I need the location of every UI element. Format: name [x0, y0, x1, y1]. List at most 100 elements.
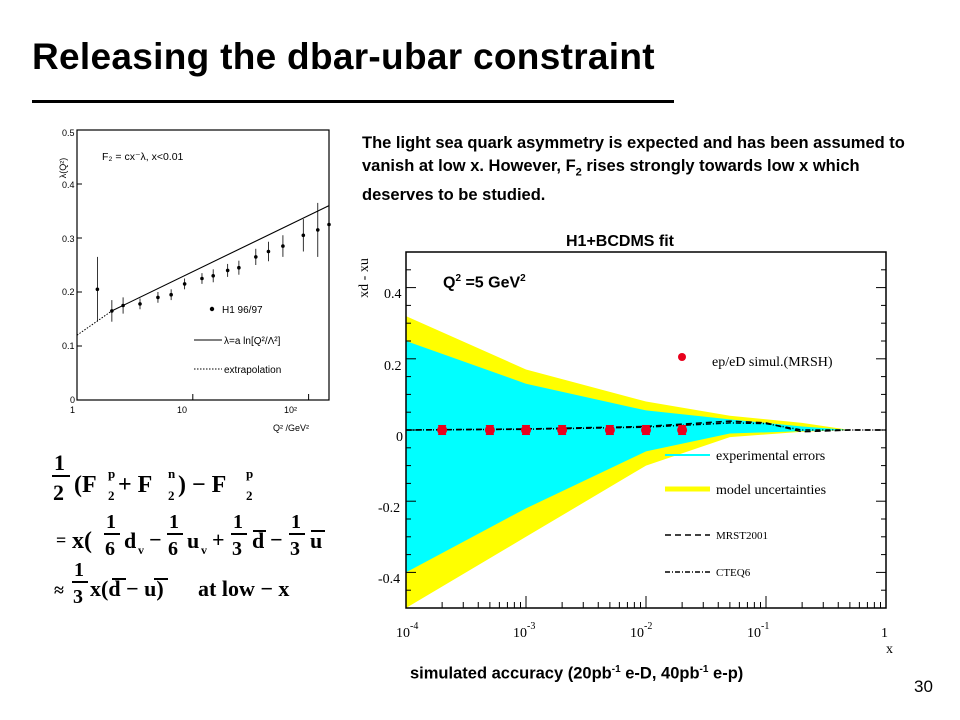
- lambda-data-point: [121, 303, 125, 308]
- sea-legend: ep/eD simul.(MRSH) experimental errors m…: [665, 353, 833, 579]
- cteq6-curve: [405, 422, 886, 431]
- title-underline: [32, 100, 674, 103]
- eq3-frac-den: 3: [73, 586, 83, 608]
- page-number: 30: [914, 677, 933, 696]
- lambda-xtick-1: 10: [177, 405, 187, 415]
- sea-ytick-3: -0.2: [378, 501, 400, 516]
- eq1-p2-sup: p: [246, 466, 253, 481]
- eq1-frac-num: 1: [54, 450, 65, 475]
- sea-legend-cteq: CTEQ6: [716, 567, 751, 579]
- sea-plot-title: H1+BCDMS fit: [566, 233, 675, 250]
- eq1-close-minus-f: ) − F: [178, 472, 226, 498]
- eq1-n-sup: n: [168, 466, 176, 481]
- eq2-minus-b: −: [270, 527, 283, 552]
- lambda-plot: λ(Q²) 0 0.1 0.2 0.3 0.4 0.5 F₂ = cx⁻λ, x…: [58, 128, 331, 433]
- sea-data-point: [641, 425, 651, 435]
- lambda-data-point: [301, 233, 306, 238]
- eq3-tail: at low − x: [198, 576, 289, 601]
- caption-mid: e-D, 40pb: [620, 664, 700, 683]
- eq2-frac-a-num: 1: [106, 511, 116, 533]
- lambda-data-point: [211, 274, 215, 278]
- q2-value: =5 GeV: [461, 274, 521, 292]
- eq1-frac-den: 2: [53, 480, 64, 505]
- sea-data-point: [604, 425, 615, 435]
- eq1-p-sup: p: [108, 466, 115, 481]
- caption-end: e-p): [708, 664, 744, 683]
- sea-asymmetry-plot: xd - xu 0.4 0.2 0 -0.2 -0.4 ep/eD simul.…: [357, 251, 893, 657]
- lambda-data-point: [182, 282, 187, 286]
- lambda-data-point: [315, 228, 320, 232]
- eq2-frac-b-num: 1: [169, 511, 179, 533]
- lambda-legend-marker: [209, 306, 215, 312]
- sea-xtick-3: 10: [747, 626, 761, 641]
- intro-text-start: The light sea quark asymmetry is expecte…: [362, 134, 905, 175]
- q2-label: Q2 =5 GeV2: [443, 273, 526, 292]
- lambda-ytick-1: 0.1: [62, 341, 75, 351]
- sea-data-point: [437, 425, 448, 435]
- intro-subscript: 2: [575, 166, 582, 179]
- q2-sup: 2: [455, 273, 462, 284]
- caption-start: simulated accuracy (20pb: [410, 664, 612, 683]
- eq2-plus: +: [212, 527, 225, 552]
- sea-xtick-4: 1: [881, 626, 888, 641]
- eq3-approx: ≈: [54, 580, 64, 600]
- sea-legend-marker: [678, 353, 686, 361]
- lambda-data-point: [95, 287, 100, 292]
- q2-unit-sup: 2: [520, 273, 526, 284]
- caption-sup-2: -1: [699, 664, 709, 675]
- lambda-extrapolation-line: [76, 310, 113, 336]
- lambda-data-point: [327, 222, 331, 227]
- eq2-frac-a-den: 6: [105, 538, 115, 560]
- sea-xtick-3-exp: -1: [761, 621, 769, 632]
- lambda-ytick-2: 0.2: [62, 287, 75, 297]
- eq2-equals: =: [56, 530, 66, 550]
- sea-ylabel: xd - xu: [357, 258, 372, 298]
- eq2-uv-sub: v: [201, 543, 207, 557]
- sea-xlabel: x: [886, 642, 893, 657]
- caption-sup-1: -1: [611, 664, 621, 675]
- lambda-ytick-3: 0.3: [62, 234, 75, 244]
- lambda-data-point: [138, 302, 142, 306]
- sea-legend-exp: experimental errors: [716, 449, 825, 464]
- lambda-xtick-2: 10²: [284, 405, 297, 415]
- q2-letter: Q: [443, 274, 456, 292]
- experimental-error-band: [406, 341, 850, 573]
- slide-title: Releasing the dbar-ubar constraint: [32, 36, 655, 77]
- lambda-data-point: [110, 309, 114, 313]
- sea-data-point: [521, 425, 531, 435]
- eq1-two-sub-c: 2: [246, 488, 253, 503]
- sea-data-point: [484, 425, 495, 435]
- eq2-frac-d-num: 1: [291, 511, 301, 533]
- eq3-frac-num: 1: [74, 559, 84, 581]
- eq2-dv-sub: v: [138, 543, 144, 557]
- lambda-ytick-4: 0.4: [62, 180, 75, 190]
- eq2-frac-c-den: 3: [232, 538, 242, 560]
- sea-xtick-1: 10: [513, 626, 527, 641]
- lambda-data-point: [254, 255, 258, 259]
- plot-caption: simulated accuracy (20pb-1 e-D, 40pb-1 e…: [410, 664, 743, 684]
- lambda-frame: [76, 129, 330, 401]
- lambda-data-point: [281, 244, 285, 248]
- lambda-data-point: [156, 295, 160, 300]
- sea-xtick-1-exp: -3: [527, 621, 535, 632]
- lambda-ytick-5: 0.5: [62, 128, 75, 138]
- eq2-frac-d-den: 3: [290, 538, 300, 560]
- lambda-legend-h1: H1 96/97: [222, 305, 263, 316]
- lambda-data-point: [200, 276, 204, 281]
- sea-xtick-2: 10: [630, 626, 644, 641]
- lambda-xtick-0: 1: [70, 405, 75, 415]
- eq2-dbar: d: [252, 528, 264, 553]
- eq2-uv: u: [187, 528, 199, 553]
- lambda-xlabel: Q² /GeV²: [273, 423, 309, 433]
- lambda-legend-extrap: extrapolation: [224, 365, 281, 376]
- sea-ytick-1: 0.2: [384, 359, 402, 374]
- lambda-legend: H1 96/97 λ=a ln[Q²/Λ²] extrapolation: [194, 305, 281, 376]
- eq2-dv: d: [124, 528, 136, 553]
- lambda-ytick-0: 0: [70, 395, 75, 405]
- eq3-body: x(d − u): [90, 576, 164, 601]
- eq1-two-sub-b: 2: [168, 488, 175, 503]
- sea-xtick-2-exp: -2: [644, 621, 652, 632]
- eq1-plus-f: + F: [118, 472, 152, 498]
- lambda-formula: F₂ = cx⁻λ, x<0.01: [102, 151, 184, 163]
- lambda-ylabel: λ(Q²): [58, 158, 68, 179]
